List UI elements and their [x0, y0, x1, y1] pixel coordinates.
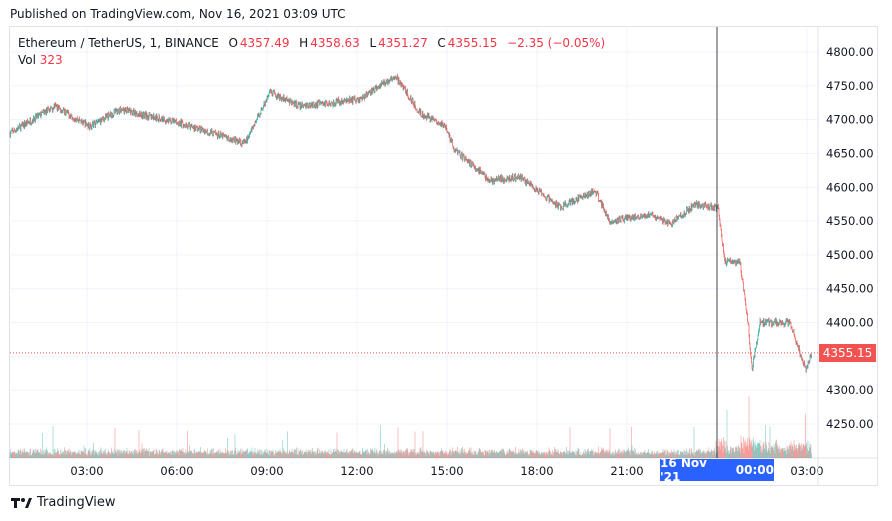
volume-value: 323 [39, 53, 63, 67]
crosshair-time-tag: 16 Nov '21 00:00 [660, 456, 774, 484]
time-axis-label: 03:00 [70, 464, 103, 478]
time-axis-label: 18:00 [520, 464, 553, 478]
price-axis-label: 4600.00 [826, 180, 874, 194]
symbol-label[interactable]: Ethereum / TetherUS, 1, BINANCE [18, 36, 219, 50]
close-label: C [437, 36, 446, 50]
legend: Ethereum / TetherUS, 1, BINANCE O 4357.49… [18, 35, 607, 69]
open-label: O [228, 36, 238, 50]
close-value: 4355.15 [447, 36, 498, 50]
tradingview-logo[interactable]: TradingView [11, 495, 116, 510]
time-axis-label: 06:00 [160, 464, 193, 478]
brand-name: TradingView [37, 495, 116, 510]
price-axis-label: 4300.00 [826, 383, 874, 397]
change-value: −2.35 (−0.05%) [507, 36, 606, 50]
price-axis-label: 4450.00 [826, 282, 874, 296]
volume-label: Vol [18, 53, 36, 67]
open-value: 4357.49 [239, 36, 290, 50]
time-axis-label: 12:00 [340, 464, 373, 478]
price-axis-label: 4800.00 [826, 45, 874, 59]
tradingview-logo-icon [11, 497, 32, 508]
high-value: 4358.63 [310, 36, 360, 50]
low-value: 4351.27 [378, 36, 428, 50]
time-axis-label: 09:00 [250, 464, 283, 478]
time-axis-label: 03:00 [790, 464, 823, 478]
high-label: H [299, 36, 309, 50]
published-note: Published on TradingView.com, Nov 16, 20… [10, 7, 346, 21]
time-axis-label: 15:00 [430, 464, 463, 478]
time-axis-label: 21:00 [610, 464, 643, 478]
price-axis-label: 4650.00 [826, 146, 874, 160]
price-axis-label: 4700.00 [826, 113, 874, 127]
price-axis-label: 4400.00 [826, 316, 874, 330]
crosshair-time: 00:00 [735, 463, 774, 477]
low-label: L [369, 36, 377, 50]
price-axis-label: 4500.00 [826, 248, 874, 262]
price-axis-label: 4250.00 [826, 417, 874, 431]
last-price-tag: 4355.15 [819, 344, 876, 362]
price-axis-label: 4550.00 [826, 214, 874, 228]
crosshair-date: 16 Nov '21 [660, 456, 707, 484]
chart-frame [9, 26, 878, 486]
price-axis-label: 4750.00 [826, 79, 874, 93]
